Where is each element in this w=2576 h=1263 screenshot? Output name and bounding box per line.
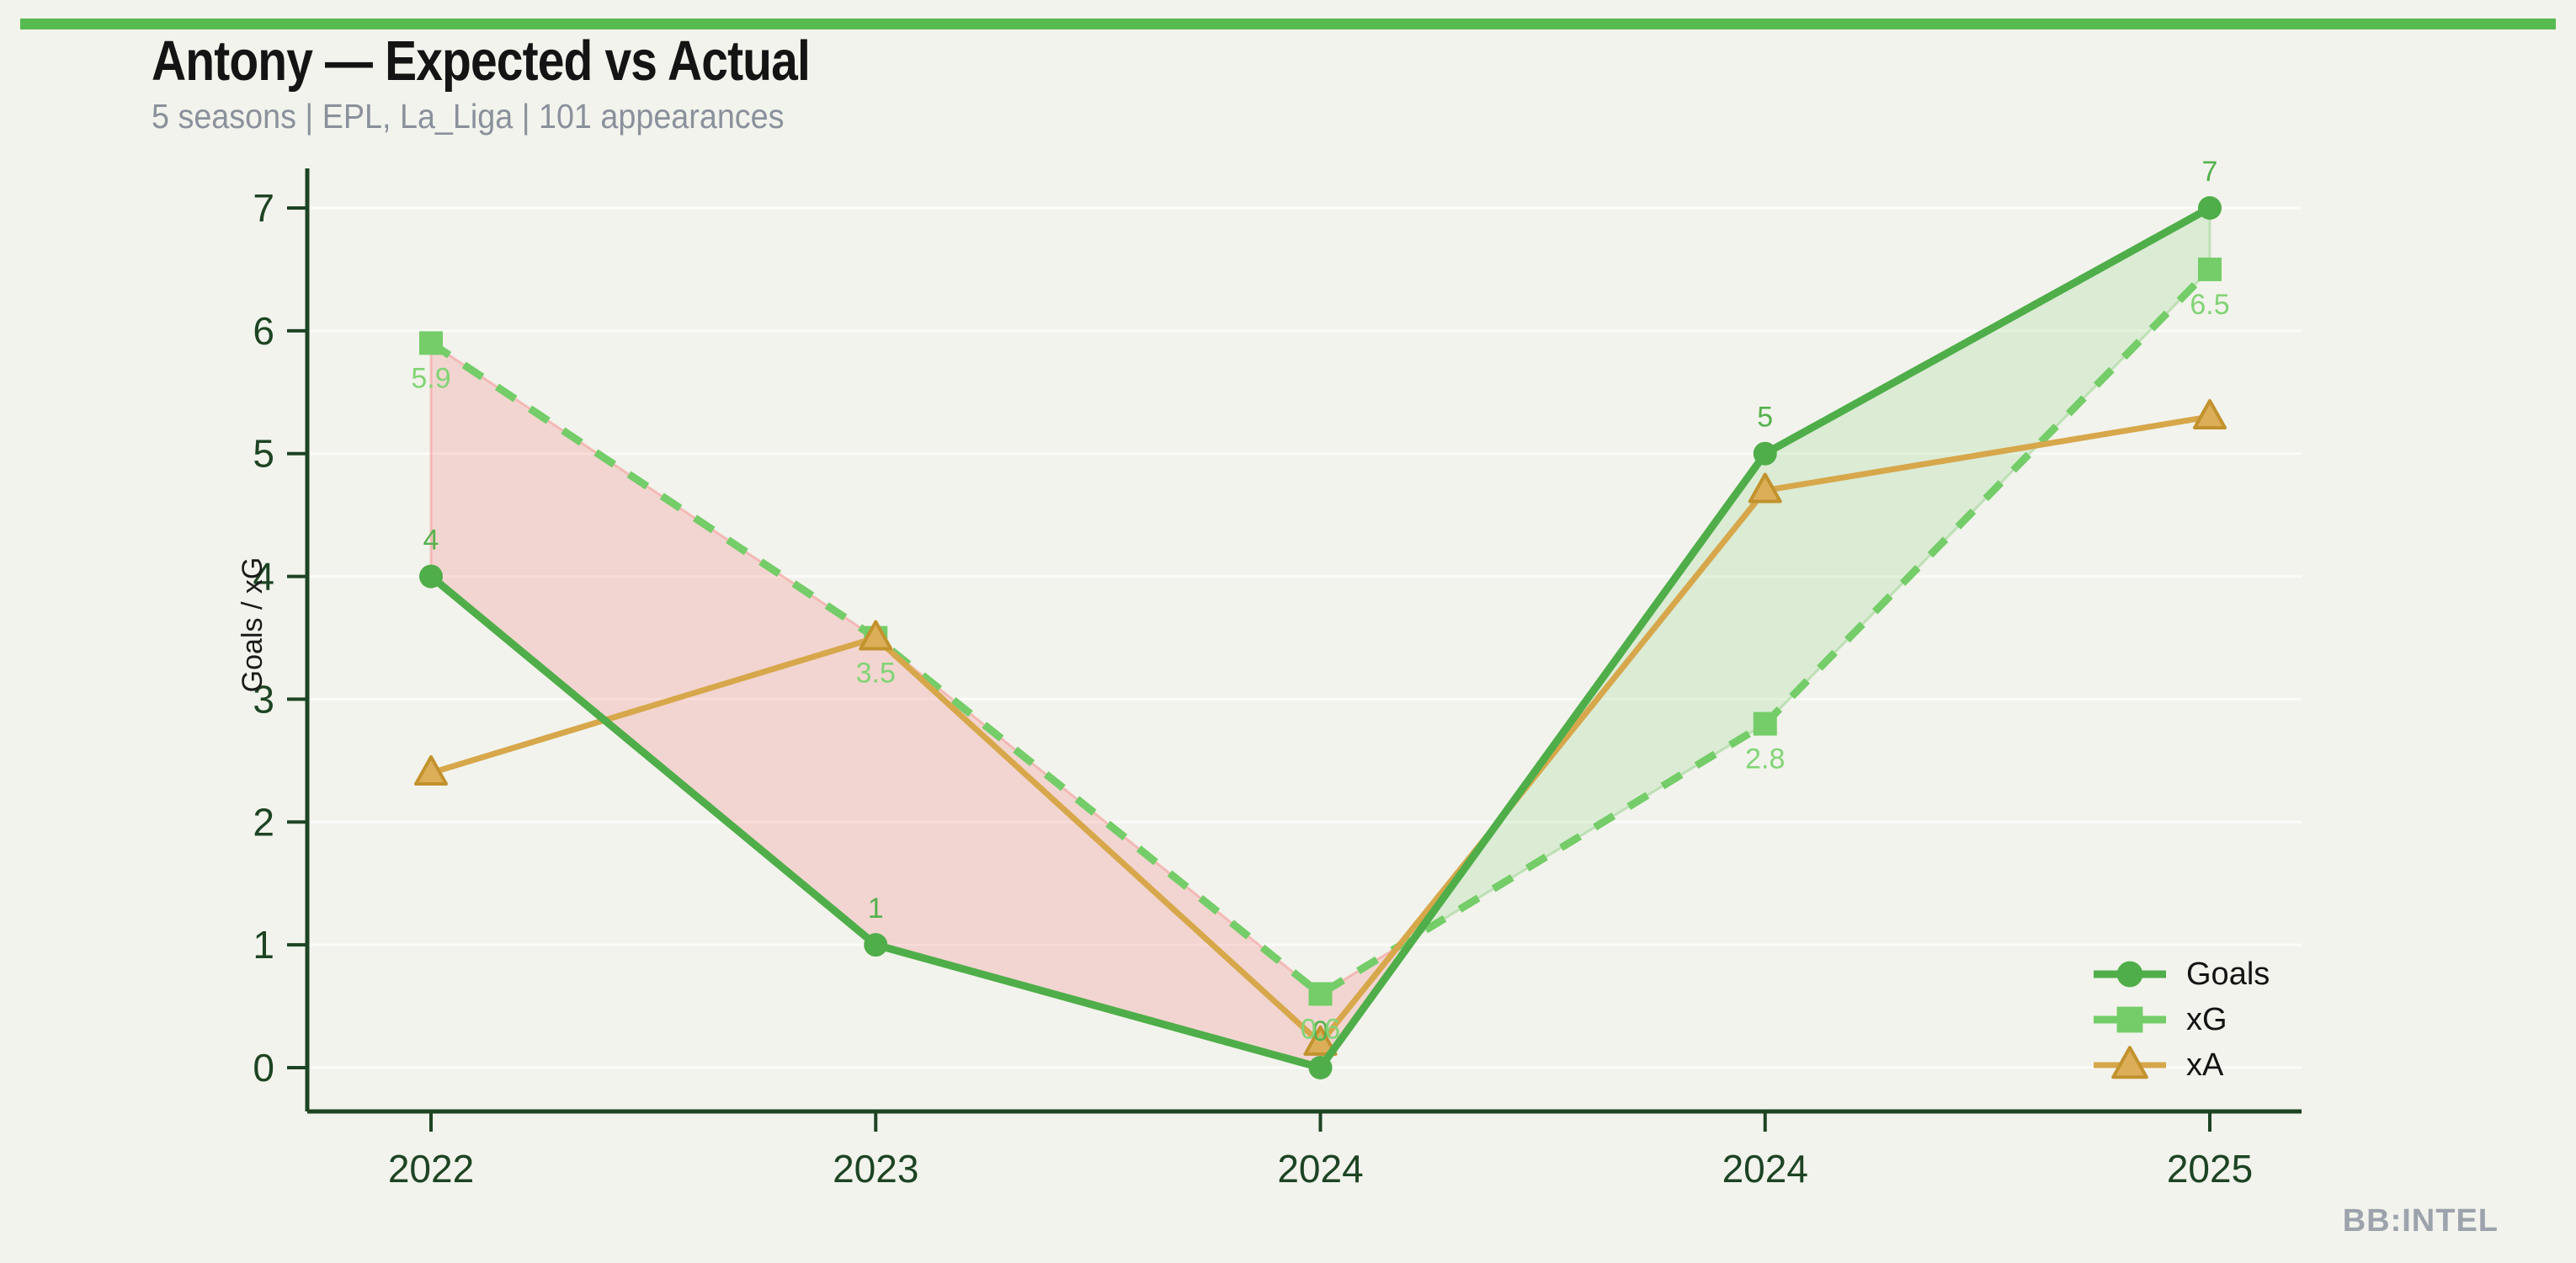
y-axis-tick-label: 3 — [253, 677, 274, 721]
goals-point-label: 5 — [1757, 402, 1773, 434]
xa-marker — [2193, 398, 2227, 429]
y-axis-tick-label: 6 — [253, 309, 274, 353]
goals-marker — [1753, 441, 1777, 466]
xg-point-label: 0.6 — [1301, 1013, 1340, 1045]
legend-xa-label: xA — [2186, 1047, 2224, 1083]
y-axis-title: Goals / xG — [237, 557, 269, 693]
goals-marker — [1308, 1056, 1333, 1079]
xa-marker — [1748, 472, 1782, 504]
legend-goals-label: Goals — [2186, 957, 2270, 992]
xa-marker — [414, 754, 448, 786]
y-axis-tick-label: 1 — [253, 923, 274, 967]
xa-marker — [859, 620, 893, 651]
goals-point-label: 7 — [2202, 156, 2218, 188]
overperformance-area — [1414, 206, 2211, 938]
goals-point-label: 1 — [868, 893, 884, 925]
x-axis-tick-label: 2023 — [833, 1147, 918, 1191]
x-axis-tick-label: 2024 — [1277, 1147, 1363, 1191]
y-axis-tick-label: 0 — [253, 1046, 274, 1090]
x-axis-tick-label: 2025 — [2167, 1147, 2253, 1191]
xa-marker — [1303, 1025, 1338, 1056]
chart-header: Antony — Expected vs Actual 5 seasons | … — [152, 29, 926, 136]
xg-point-label: 6.5 — [2190, 289, 2229, 321]
goals-marker — [2198, 196, 2222, 221]
xg-point-label: 5.9 — [411, 362, 450, 394]
xa-marker — [2111, 1046, 2148, 1079]
goals-marker — [864, 933, 888, 957]
legend-xg-label: xG — [2186, 1002, 2227, 1037]
goals-marker — [2116, 961, 2143, 988]
watermark: BB:INTEL — [2342, 1203, 2499, 1239]
xg-marker — [1753, 711, 1777, 736]
xg-line — [428, 266, 2213, 998]
page-subtitle: 5 seasons | EPL, La_Liga | 101 appearanc… — [152, 97, 785, 136]
xg-marker — [2116, 1006, 2143, 1033]
top-accent-bar — [20, 19, 2556, 29]
goals-marker — [419, 564, 443, 589]
x-axis-tick-label: 2024 — [1722, 1147, 1808, 1191]
page-title: Antony — Expected vs Actual — [152, 29, 811, 93]
xg-point-label: 2.8 — [1745, 743, 1785, 775]
xg-marker — [1308, 982, 1333, 1006]
xg-marker — [419, 331, 443, 355]
y-axis-tick-label: 5 — [253, 432, 274, 476]
xg-point-label: 3.5 — [856, 658, 896, 690]
goals-point-label: 4 — [423, 525, 439, 557]
xg-marker — [2198, 257, 2222, 281]
goals-point-label: 0 — [1312, 1015, 1328, 1047]
x-axis-tick-label: 2022 — [388, 1147, 474, 1191]
y-axis-tick-label: 7 — [253, 186, 274, 230]
y-axis-tick-label: 2 — [253, 800, 274, 844]
y-axis-tick-label: 4 — [253, 555, 274, 599]
